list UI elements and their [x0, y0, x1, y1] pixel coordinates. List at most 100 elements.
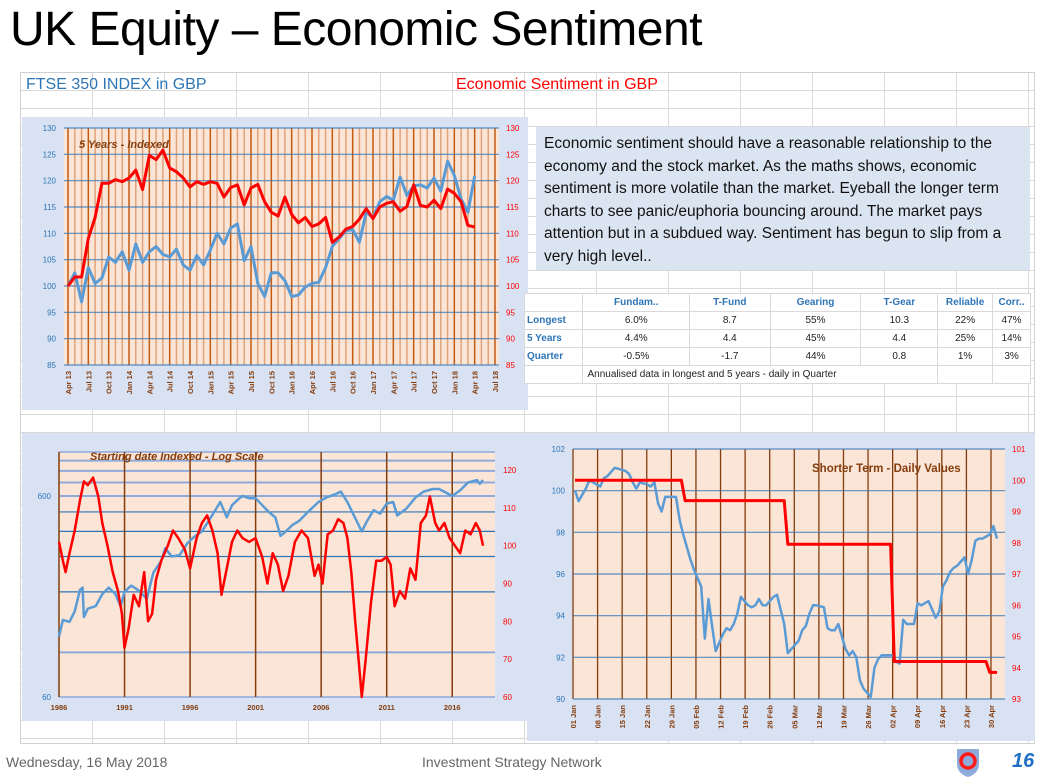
stats-col-header: Fundam..	[582, 293, 691, 312]
right-axis-tick: 85	[506, 361, 515, 370]
left-axis-tick: 110	[43, 229, 56, 238]
x-axis-tick: 2001	[247, 703, 264, 712]
left-axis-tick: 125	[43, 150, 57, 159]
x-axis-tick: 16 Apr	[938, 705, 947, 728]
stats-blank	[523, 365, 584, 384]
right-axis-tick: 95	[506, 308, 515, 317]
chart-short-term-daily: 01 Jan 08 Jan 15 Jan 22 Jan 29 Jan 05 Feb 12 F…	[552, 445, 1026, 729]
right-axis-tick: 100	[506, 282, 520, 291]
x-axis-tick: Jan 14	[125, 370, 134, 394]
x-axis-tick: 29 Jan	[667, 705, 676, 729]
x-axis-tick: 22 Jan	[643, 705, 652, 729]
stats-header-row: Fundam.. T-Fund Gearing T-Gear Reliable …	[523, 293, 1031, 312]
x-axis-tick: 12 Feb	[717, 705, 726, 729]
x-axis-tick: 1991	[116, 703, 133, 712]
x-axis-tick: Jan 18	[450, 371, 459, 394]
x-axis-tick: Apr 13	[64, 371, 73, 394]
stats-cell: 1%	[937, 347, 994, 366]
x-axis-tick: 19 Mar	[839, 705, 848, 729]
right-axis-tick: 125	[506, 150, 520, 159]
x-axis-tick: 09 Apr	[913, 705, 922, 728]
x-axis-tick: 05 Feb	[692, 705, 701, 729]
slide-title: UK Equity – Economic Sentiment	[10, 3, 703, 56]
x-axis-tick: 1996	[182, 703, 199, 712]
stats-cell: 4.4%	[582, 329, 691, 348]
stats-col-header: Corr..	[992, 293, 1031, 312]
stats-cell: 14%	[992, 329, 1031, 348]
x-axis-tick: Jul 14	[166, 370, 175, 392]
left-axis-tick: 600	[38, 492, 52, 501]
right-axis-tick: 90	[506, 335, 515, 344]
left-axis-tick: 85	[47, 361, 56, 370]
x-axis-tick: 30 Apr	[987, 705, 996, 728]
x-axis-tick: 02 Apr	[889, 705, 898, 728]
x-axis-tick: Jul 15	[247, 371, 256, 392]
sentiment-series-line	[66, 148, 476, 287]
right-axis-tick: 101	[1012, 445, 1026, 454]
stats-cell: 25%	[937, 329, 994, 348]
right-axis-tick: 115	[506, 203, 519, 212]
left-axis-tick: 105	[43, 256, 57, 265]
ftse-header: FTSE 350 INDEX in GBP	[26, 76, 207, 93]
page-number: 16	[1012, 750, 1035, 772]
right-axis-tick: 98	[1012, 539, 1021, 548]
right-axis-tick: 99	[1012, 508, 1021, 517]
x-axis-tick: Apr 14	[145, 370, 154, 394]
right-axis-tick: 60	[503, 693, 512, 702]
stats-row: Longest 6.0% 8.7 55% 10.3 22% 47%	[523, 311, 1031, 330]
stats-row: 5 Years 4.4% 4.4 45% 4.4 25% 14%	[523, 329, 1031, 348]
stats-cell: 4.4	[860, 329, 939, 348]
ftse-series-line	[66, 159, 477, 304]
x-axis-tick: Oct 13	[105, 371, 114, 394]
chart-title: Starting date Indexed - Log Scale	[90, 451, 264, 463]
stats-col-header: Reliable	[937, 293, 994, 312]
x-axis-tick: Apr 18	[471, 371, 480, 394]
left-axis-tick: 100	[43, 282, 57, 291]
chart-short-term-panel: 01 Jan 08 Jan 15 Jan 22 Jan 29 Jan 05 Feb 12 F…	[527, 433, 1035, 741]
stats-row-label: 5 Years	[523, 329, 584, 348]
x-axis-tick: Oct 14	[186, 370, 195, 394]
left-axis-tick: 94	[556, 612, 565, 621]
footer-org: Investment Strategy Network	[422, 754, 602, 770]
x-axis-tick: 01 Jan	[569, 705, 578, 729]
x-axis-tick: Jan 16	[288, 371, 297, 394]
stats-cell: 55%	[769, 311, 862, 330]
ftse-series-line	[573, 466, 999, 699]
x-axis-tick: 05 Mar	[790, 705, 799, 729]
x-axis-tick: Jul 18	[491, 371, 500, 392]
stats-corner	[523, 293, 584, 312]
footer-date: Wednesday, 16 May 2018	[6, 754, 168, 770]
shield-target-icon	[956, 748, 980, 783]
right-axis-tick: 94	[1012, 664, 1021, 673]
ftse-series-line	[57, 478, 484, 637]
chart-long-term-panel: 1986 1991 1996 2001 2006 2011 2016 60 600 60 70 80 9…	[22, 433, 528, 721]
right-axis-tick: 110	[506, 229, 519, 238]
x-axis-tick: Oct 17	[430, 371, 439, 394]
right-axis-tick: 105	[506, 256, 520, 265]
stats-col-header: T-Fund	[689, 293, 771, 312]
stats-cell: 8.7	[689, 311, 771, 330]
sentiment-header: Economic Sentiment in GBP	[456, 76, 658, 93]
left-axis-tick: 96	[556, 570, 565, 579]
right-axis-tick: 100	[503, 542, 517, 551]
chart-long-term-log: 1986 1991 1996 2001 2006 2011 2016 60 600 60 70 80 9…	[38, 451, 517, 712]
x-axis-tick: 2011	[379, 703, 395, 712]
sentiment-series-line	[575, 478, 997, 674]
x-axis-tick: Apr 16	[308, 371, 317, 394]
x-axis-tick: 26 Mar	[864, 705, 873, 729]
stats-cell: 22%	[937, 311, 994, 330]
stats-cell: 45%	[769, 329, 862, 348]
stats-row: Quarter -0.5% -1.7 44% 0.8 1% 3%	[523, 347, 1031, 366]
left-axis-tick: 92	[556, 653, 565, 662]
stats-footnote: Annualised data in longest and 5 years -…	[582, 365, 939, 384]
right-axis-tick: 130	[506, 124, 520, 133]
stats-cell: -1.7	[689, 347, 771, 366]
x-axis-tick: 26 Feb	[766, 705, 775, 729]
right-axis-tick: 97	[1012, 570, 1021, 579]
stats-col-header: T-Gear	[860, 293, 939, 312]
right-axis-tick: 95	[1012, 633, 1021, 642]
left-axis-tick: 98	[556, 528, 565, 537]
chart-title: 5 Years - Indexed	[79, 139, 169, 151]
x-axis-tick: Jul 16	[328, 371, 337, 392]
x-axis-tick: Oct 16	[349, 371, 358, 394]
